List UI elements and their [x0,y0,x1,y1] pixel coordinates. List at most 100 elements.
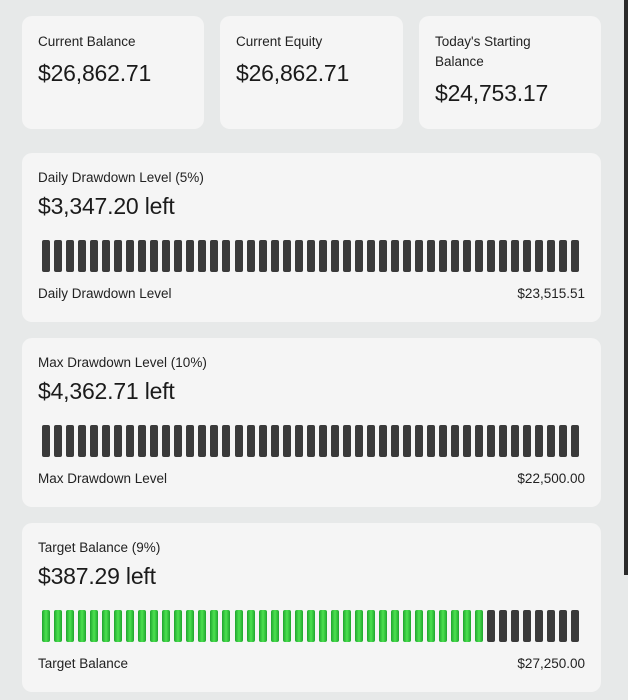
progress-segment [42,425,50,457]
progress-segment [499,240,508,272]
progress-segment [511,610,520,642]
progress-segment [270,240,279,272]
progress-segment [210,240,219,272]
progress-segment [414,425,423,457]
progress-segment [102,610,111,642]
progress-segment [246,240,255,272]
progress-segment [487,425,496,457]
progress-segment [162,610,171,642]
progress-segment [234,610,243,642]
progress-segment [487,610,496,642]
daily-drawdown-footer-value: $23,515.51 [517,286,585,301]
progress-segment [547,425,556,457]
max-drawdown-remaining: $4,362.71 left [38,378,175,404]
progress-segment [102,240,111,272]
progress-segment [547,240,556,272]
progress-segment [138,610,147,642]
progress-segment [282,240,291,272]
target-balance-progress [42,610,580,642]
progress-segment [294,425,303,457]
progress-segment [126,240,135,272]
progress-segment [559,425,568,457]
progress-segment [366,425,375,457]
progress-segment [366,610,375,642]
progress-segment [439,240,448,272]
current-balance-card: Current Balance $26,862.71 [22,16,204,129]
progress-segment [475,240,484,272]
progress-segment [90,610,99,642]
progress-segment [559,610,568,642]
progress-segment [186,610,195,642]
progress-segment [523,610,532,642]
progress-segment [451,240,460,272]
progress-segment [330,610,339,642]
progress-segment [342,240,351,272]
progress-segment [174,240,183,272]
progress-segment [547,610,556,642]
max-drawdown-footer-label: Max Drawdown Level [38,471,168,486]
progress-segment [378,425,387,457]
progress-segment [270,610,279,642]
progress-segment [535,240,544,272]
progress-segment [234,425,243,457]
current-equity-label: Current Equity [236,34,323,49]
progress-segment [54,610,63,642]
progress-segment [330,425,339,457]
progress-segment [523,240,532,272]
progress-segment [463,425,472,457]
current-balance-value: $26,862.71 [38,60,152,86]
scrollbar[interactable] [624,0,628,575]
progress-segment [499,425,508,457]
progress-segment [318,610,327,642]
target-balance-title: Target Balance (9%) [38,540,161,555]
current-equity-value: $26,862.71 [236,60,350,86]
progress-segment [150,240,159,272]
progress-segment [210,610,219,642]
progress-segment [523,425,532,457]
progress-segment [258,240,267,272]
daily-drawdown-title: Daily Drawdown Level (5%) [38,170,204,185]
progress-segment [102,425,111,457]
daily-drawdown-remaining: $3,347.20 left [38,193,175,219]
progress-segment [511,240,520,272]
starting-balance-label: Today's Starting Balance [435,34,531,69]
progress-segment [258,425,267,457]
progress-segment [318,425,327,457]
progress-segment [66,425,75,457]
progress-segment [282,425,291,457]
progress-segment [150,425,159,457]
current-equity-card: Current Equity $26,862.71 [220,16,403,129]
progress-segment [198,240,207,272]
progress-segment [78,610,87,642]
progress-segment [463,610,472,642]
progress-segment [54,425,63,457]
progress-segment [114,610,123,642]
progress-segment [402,425,411,457]
progress-segment [114,240,123,272]
progress-segment [390,240,399,272]
progress-segment [174,610,183,642]
progress-segment [222,610,231,642]
daily-drawdown-footer-label: Daily Drawdown Level [38,286,172,301]
progress-segment [475,610,484,642]
daily-drawdown-progress [42,240,580,272]
progress-segment [427,425,435,457]
progress-segment [114,425,123,457]
progress-segment [162,240,171,272]
progress-segment [439,610,448,642]
progress-segment [402,610,411,642]
progress-segment [463,240,472,272]
progress-segment [414,610,423,642]
progress-segment [138,425,147,457]
progress-segment [42,240,50,272]
progress-segment [414,240,423,272]
progress-segment [126,610,135,642]
target-balance-remaining: $387.29 left [38,563,156,589]
progress-segment [390,425,399,457]
progress-segment [66,240,75,272]
progress-segment [571,610,580,642]
starting-balance-card: Today's Starting Balance $24,753.17 [419,16,601,129]
target-balance-footer-value: $27,250.00 [517,656,585,671]
progress-segment [138,240,147,272]
progress-segment [451,610,460,642]
